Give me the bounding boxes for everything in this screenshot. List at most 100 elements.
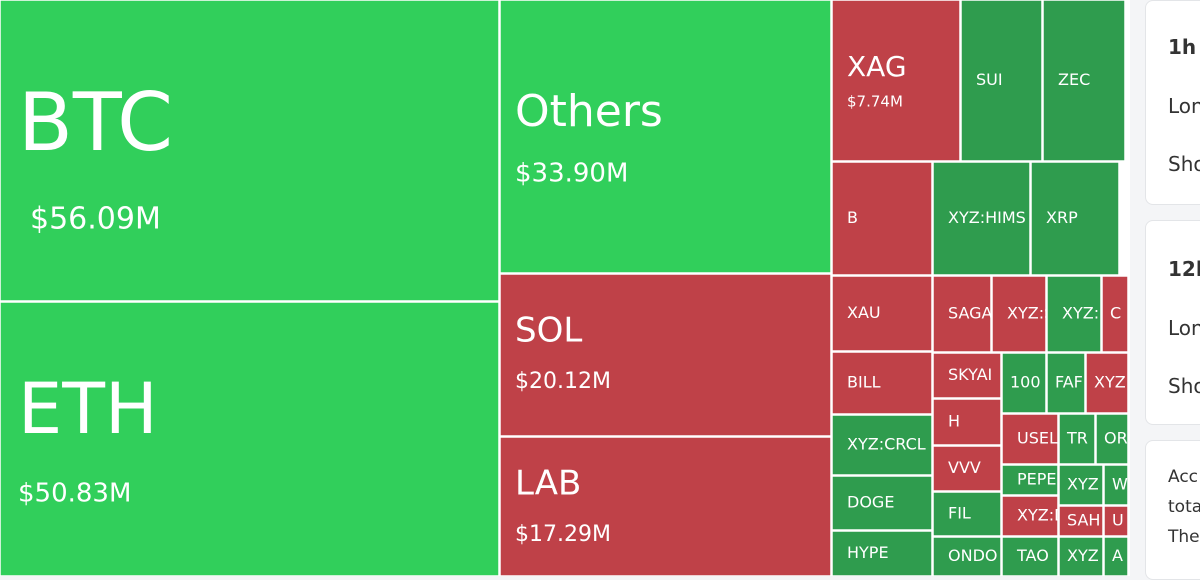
tile-label: XYZ:D [1017, 506, 1066, 525]
card-text: Lon [1168, 94, 1200, 118]
tile-label: C [1110, 304, 1121, 323]
tile-bg [1002, 414, 1058, 464]
tile: LAB $17.29M [500, 437, 831, 576]
card-text: The [1168, 527, 1200, 547]
tile-bg [832, 276, 932, 351]
tile: A [1104, 537, 1128, 576]
tile-label: VVV [948, 458, 981, 477]
tile-bg [832, 415, 932, 475]
tile-value: $50.83M [18, 479, 131, 509]
tile-label: OR [1104, 429, 1128, 448]
tile-label: XYZ:I [1062, 304, 1104, 323]
tile-bg [1047, 353, 1085, 413]
tile: SUI [961, 0, 1042, 161]
tile-bg [832, 476, 932, 530]
card: 1h Lon Sho [1145, 0, 1200, 205]
card-text: tota [1168, 497, 1200, 517]
tile-bg [961, 0, 1042, 161]
tile: BILL [832, 352, 932, 414]
tile: XYZ [1059, 537, 1103, 576]
tile: C [1102, 276, 1128, 352]
tile-label: HYPE [847, 543, 889, 562]
tile-label: ETH [18, 368, 158, 450]
tile-label: XAG [847, 50, 907, 83]
tile: BTC $56.09M [0, 0, 499, 301]
card-text: Sho [1168, 374, 1200, 398]
tile: XAU [832, 276, 932, 351]
tile-bg [933, 399, 1001, 445]
tile: XYZ:CRCL [832, 415, 932, 475]
tile-label: SKYAI [948, 365, 992, 384]
tile-bg [1059, 537, 1103, 576]
tile: HYPE [832, 531, 932, 576]
tile-label: PEPE [1017, 470, 1057, 489]
tile: ETH $50.83M [0, 302, 499, 576]
tile-bg [1047, 276, 1101, 352]
tile-bg [1104, 537, 1128, 576]
tile: VVV [933, 446, 1001, 491]
tile: SAH [1059, 506, 1103, 536]
tile: DOGE [832, 476, 932, 530]
tile: XYZ [1086, 353, 1128, 413]
tile: XYZ:D [1002, 496, 1066, 536]
tile-bg [933, 537, 1001, 576]
tile-label: XYZ:S [1007, 304, 1054, 323]
tile-label: LAB [515, 464, 581, 504]
tile-bg [1043, 0, 1125, 161]
tile: ZEC [1043, 0, 1125, 161]
tile: TR [1059, 414, 1095, 464]
tile-bg [500, 437, 831, 576]
tile: SAGA [933, 276, 991, 352]
tile-value: $56.09M [30, 202, 161, 237]
tile: XYZ:I [1047, 276, 1104, 352]
tile-bg [1102, 276, 1128, 352]
tile-label: FIL [948, 504, 971, 523]
card-text: Lon [1168, 316, 1200, 340]
tile: PEPE [1002, 465, 1058, 495]
tile: FAF [1047, 353, 1085, 413]
tile-bg [1002, 537, 1058, 576]
tile-bg [1031, 162, 1119, 275]
tile-bg [832, 0, 960, 161]
tile-label: A [1112, 546, 1123, 565]
tile-value: $7.74M [847, 93, 903, 111]
tile: XRP [1031, 162, 1119, 275]
tile-label: XYZ [1067, 475, 1099, 494]
tile-bg [933, 353, 1001, 398]
tile-label: ONDO [948, 546, 997, 565]
tile-label: 100 [1010, 373, 1041, 392]
tile-bg [1104, 465, 1128, 505]
tile: ONDO [933, 537, 1001, 576]
tile-bg [933, 446, 1001, 491]
card: Acc tota The [1145, 440, 1200, 580]
tile: XAG $7.74M [832, 0, 960, 161]
tile-label: U [1112, 511, 1124, 530]
tile-label: B [847, 208, 858, 227]
tile: 100 [1002, 353, 1046, 413]
tile: H [933, 399, 1001, 445]
card-text: Sho [1168, 152, 1200, 176]
card-text: Acc [1168, 467, 1199, 487]
card-text: 1h [1168, 35, 1197, 59]
tile-label: TAO [1016, 546, 1049, 565]
tile-bg [500, 0, 831, 273]
tile-bg [1002, 353, 1046, 413]
tile: B [832, 162, 932, 275]
tile-label: XRP [1046, 208, 1078, 227]
tile-bg [1002, 496, 1058, 536]
tile-bg [0, 0, 499, 301]
tile-label: Others [515, 86, 663, 137]
tile-bg [1002, 465, 1058, 495]
tile-bg [992, 276, 1046, 352]
tile: SKYAI [933, 353, 1001, 398]
tile: W [1104, 465, 1128, 505]
tile-bg [832, 531, 932, 576]
tile-label: USEL [1017, 429, 1058, 448]
tile: U [1104, 506, 1128, 536]
tile-value: $33.90M [515, 159, 628, 189]
tile-bg [1086, 353, 1128, 413]
tile-bg [933, 276, 991, 352]
tile-label: ZEC [1058, 70, 1090, 89]
tile: Others $33.90M [500, 0, 831, 273]
tile: TAO [1002, 537, 1058, 576]
